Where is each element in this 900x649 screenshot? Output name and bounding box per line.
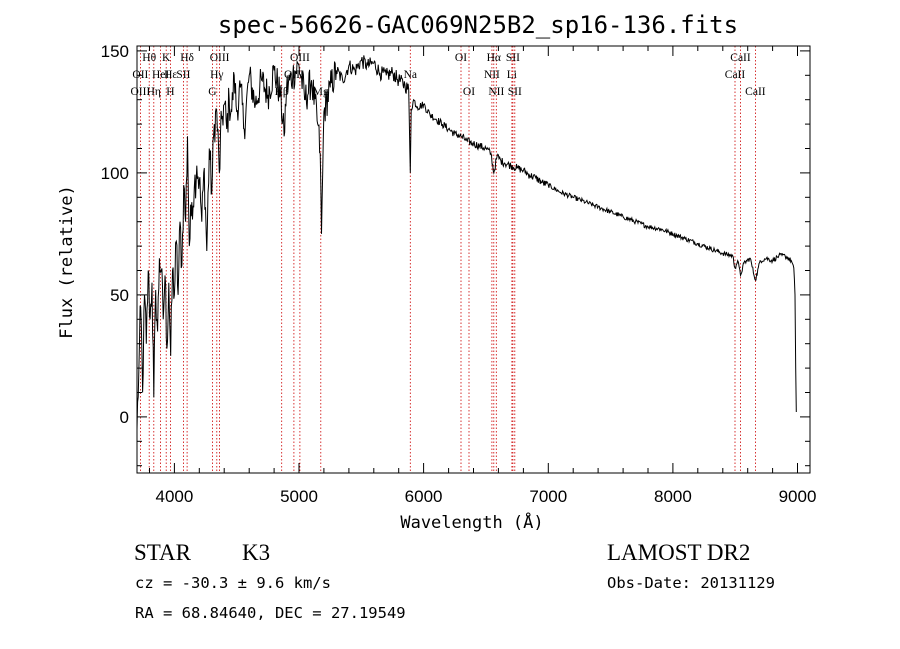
chart-title: spec-56626-GAC069N25B2_sp16-136.fits (218, 11, 738, 39)
line-label: CaII (730, 52, 751, 64)
line-label: H (166, 86, 174, 98)
line-label: K (162, 52, 171, 64)
line-label: SII (176, 69, 190, 81)
y-axis-label: Flux (relative) (57, 185, 77, 339)
y-tick-label: 50 (110, 286, 129, 305)
spectrum-series-line (136, 55, 797, 430)
line-label: Li (507, 69, 517, 81)
coordinates: RA = 68.84640, DEC = 27.19549 (135, 604, 406, 622)
line-label: Hβ (275, 86, 289, 98)
line-label: OIII (210, 52, 230, 64)
line-label: Hδ (180, 52, 194, 64)
y-tick-label: 150 (101, 42, 129, 61)
observation-date: Obs-Date: 20131129 (607, 574, 775, 592)
line-label: Hθ (142, 52, 156, 64)
redshift-value: cz = -30.3 ± 9.6 km/s (135, 574, 331, 592)
line-label: CaII (725, 69, 746, 81)
axis-ticks: 4000 5000 6000 7000 8000 9000 0 50 100 150 (101, 42, 817, 506)
x-tick-label: 8000 (654, 487, 692, 506)
line-label: Mg (313, 86, 329, 98)
x-tick-label: 5000 (280, 487, 318, 506)
line-label: NII (484, 69, 500, 81)
x-axis-label: Wavelength (Å) (400, 511, 543, 533)
line-label: Hγ (210, 69, 223, 81)
line-label: OIII (131, 86, 151, 98)
object-class: STAR (134, 540, 191, 565)
line-label: OI (463, 86, 475, 98)
survey-name: LAMOST DR2 (607, 540, 751, 565)
spectral-line-markers (139, 46, 756, 473)
line-label: HeI (152, 69, 169, 81)
line-label: OI (455, 52, 467, 64)
y-tick-label: 100 (101, 164, 129, 183)
line-label: OIII (284, 69, 304, 81)
y-tick-label: 0 (120, 408, 129, 427)
object-subclass: K3 (242, 540, 271, 565)
line-label: G (208, 86, 216, 98)
line-label: NII (488, 86, 504, 98)
x-tick-label: 7000 (529, 487, 567, 506)
line-label: Hη (147, 86, 161, 98)
line-label: SII (508, 86, 522, 98)
line-label: SII (506, 52, 520, 64)
line-label: Na (404, 69, 417, 81)
line-label: Hα (487, 52, 501, 64)
x-tick-label: 4000 (155, 487, 193, 506)
line-label: CaII (745, 86, 766, 98)
line-label: Hε (164, 69, 177, 81)
x-tick-label: 6000 (405, 487, 443, 506)
x-tick-label: 9000 (779, 487, 817, 506)
line-label: OIII (290, 52, 310, 64)
